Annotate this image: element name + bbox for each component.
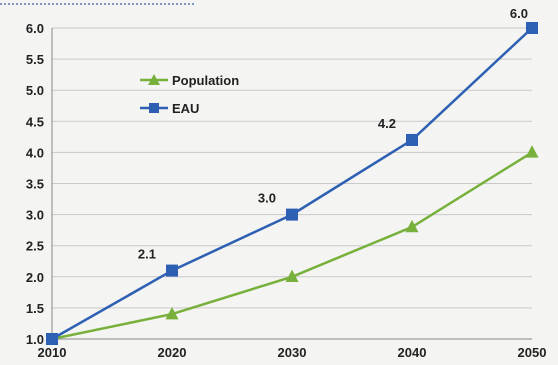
- y-tick-label: 3.5: [26, 177, 44, 192]
- y-tick-label: 2.5: [26, 239, 44, 254]
- legend-label-population: Population: [172, 73, 239, 88]
- data-point-eau: [406, 133, 418, 146]
- data-label: 6.0: [510, 6, 528, 21]
- y-tick-label: 5.5: [26, 52, 44, 67]
- axes: [0, 3, 532, 340]
- y-tick-label: 5.0: [26, 83, 44, 98]
- legend-marker-eau: [149, 103, 159, 113]
- x-tick-label: 2010: [38, 345, 67, 360]
- data-point-population: [405, 219, 419, 233]
- legend: Population EAU: [140, 73, 239, 116]
- data-point-population: [165, 306, 179, 320]
- data-point-eau: [286, 208, 298, 221]
- data-point-population: [525, 145, 539, 158]
- data-point-population: [285, 269, 299, 282]
- y-tick-label: 1.0: [26, 332, 44, 347]
- series-lines: [45, 22, 539, 345]
- y-tick-label: 6.0: [26, 21, 44, 36]
- data-point-eau: [46, 333, 58, 345]
- grid-lines: [52, 27, 532, 340]
- x-tick-label: 2020: [158, 345, 187, 360]
- legend-marker-population: [148, 74, 160, 85]
- y-tick-label: 4.0: [26, 145, 44, 160]
- data-label: 4.2: [378, 116, 396, 131]
- data-point-eau: [526, 22, 538, 34]
- legend-label-eau: EAU: [172, 101, 199, 116]
- y-tick-label: 1.5: [26, 301, 44, 316]
- data-label: 3.0: [258, 191, 276, 206]
- y-tick-label: 4.5: [26, 114, 44, 129]
- data-label: 2.1: [138, 247, 156, 262]
- y-tick-label: 3.0: [26, 208, 44, 223]
- y-tick-label: 2.0: [26, 270, 44, 285]
- x-tick-label: 2030: [278, 345, 307, 360]
- x-tick-label: 2040: [398, 345, 427, 360]
- tick-labels: 1.0 1.5 2.0 2.5 3.0 3.5 4.0 4.5 5.0 5.5 6.0 2010 202…: [26, 21, 547, 360]
- data-point-eau: [166, 264, 178, 277]
- x-tick-label: 2050: [518, 345, 547, 360]
- data-labels: 2.1 3.0 4.2 6.0: [138, 6, 528, 262]
